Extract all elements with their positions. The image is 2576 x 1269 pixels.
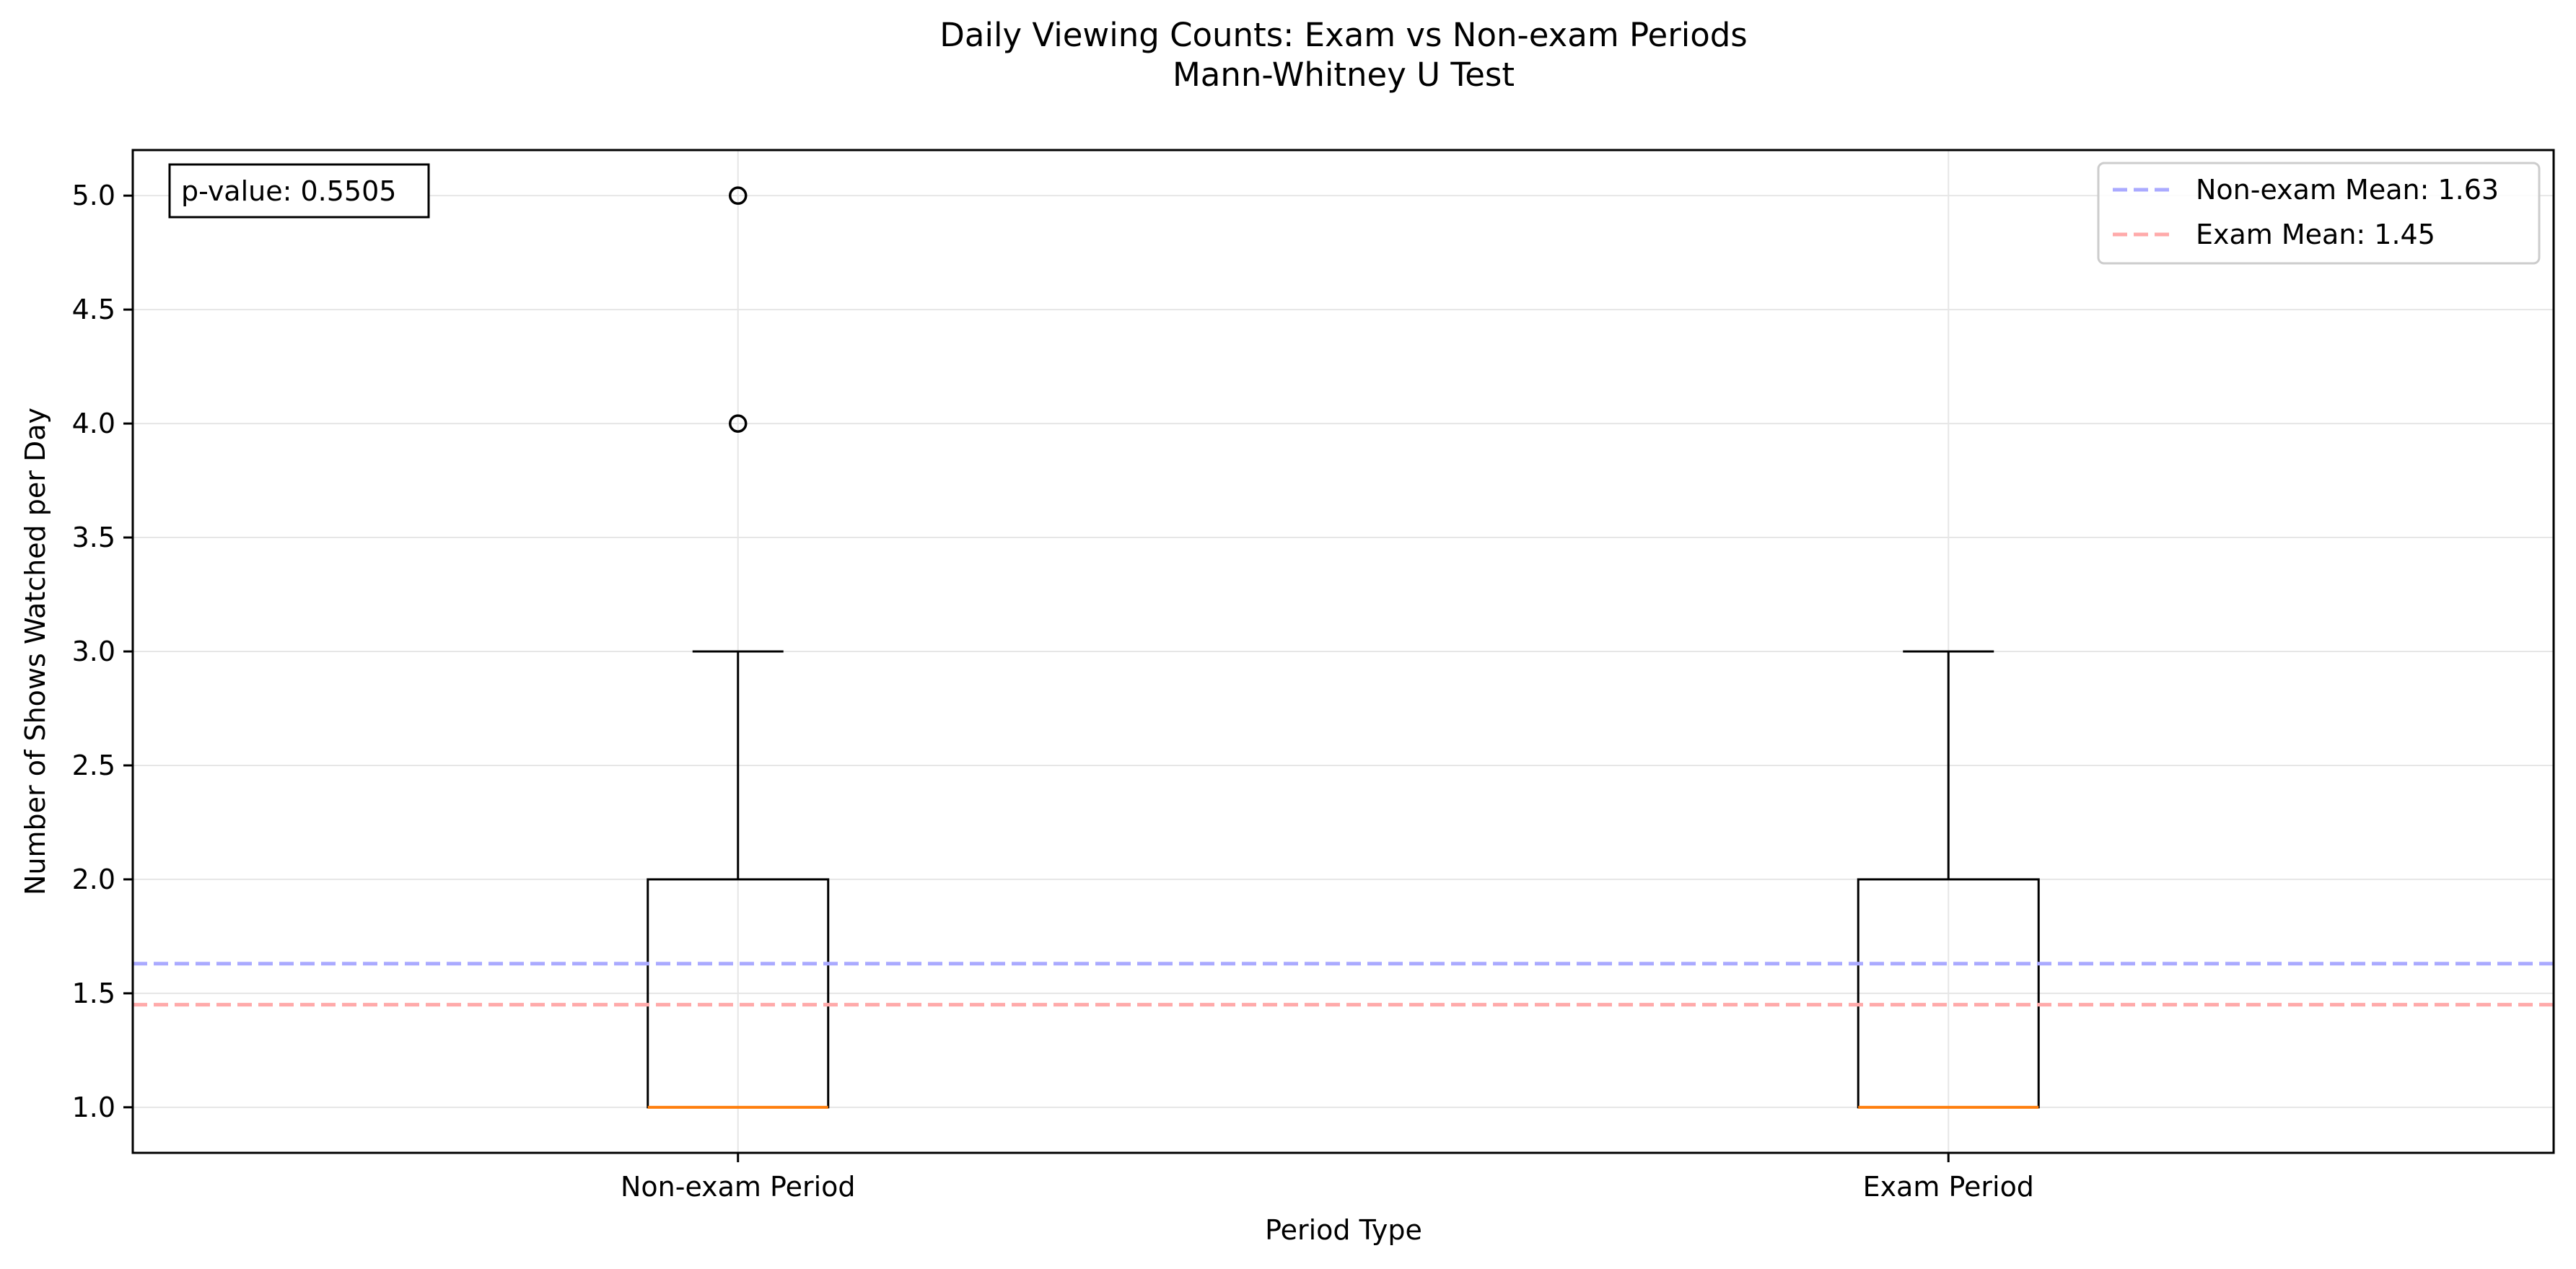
- y-tick-label: 2.0: [72, 864, 115, 895]
- x-axis-ticks: Non-exam Period Exam Period: [621, 1153, 2034, 1203]
- box-group: [1857, 650, 2040, 1109]
- y-tick-label: 3.0: [72, 636, 115, 667]
- box-plots: [647, 186, 2040, 1109]
- legend-label: Non-exam Mean: 1.63: [2196, 174, 2499, 206]
- p-value-text: p-value: 0.5505: [181, 175, 396, 207]
- y-tick-label: 1.5: [72, 978, 115, 1009]
- y-tick-label: 3.5: [72, 522, 115, 553]
- y-tick-label: 4.0: [72, 408, 115, 439]
- mean-reference-lines: [133, 962, 2554, 1007]
- y-axis-ticks: 1.0 1.5 2.0 2.5 3.0 3.5 4.0 4.5 5.0: [72, 180, 133, 1123]
- legend: Non-exam Mean: 1.63 Exam Mean: 1.45: [2097, 162, 2541, 265]
- x-tick-label: Non-exam Period: [621, 1171, 856, 1203]
- box-group: [647, 186, 830, 1109]
- y-tick-label: 4.5: [72, 294, 115, 325]
- chart-title: Daily Viewing Counts: Exam vs Non-exam P…: [939, 16, 1748, 54]
- legend-box: [2097, 162, 2541, 265]
- y-axis-label: Number of Shows Watched per Day: [19, 408, 51, 895]
- chart-subtitle: Mann-Whitney U Test: [1173, 56, 1515, 94]
- y-tick-label: 5.0: [72, 180, 115, 211]
- legend-label: Exam Mean: 1.45: [2196, 219, 2435, 250]
- x-axis-label: Period Type: [1265, 1214, 1422, 1246]
- y-tick-label: 2.5: [72, 750, 115, 781]
- outlier-point: [729, 186, 748, 205]
- p-value-annotation: p-value: 0.5505: [168, 163, 430, 219]
- p-value-box: [168, 163, 430, 219]
- x-tick-label: Exam Period: [1863, 1171, 2034, 1203]
- y-tick-label: 1.0: [72, 1092, 115, 1123]
- outlier-point: [729, 414, 748, 433]
